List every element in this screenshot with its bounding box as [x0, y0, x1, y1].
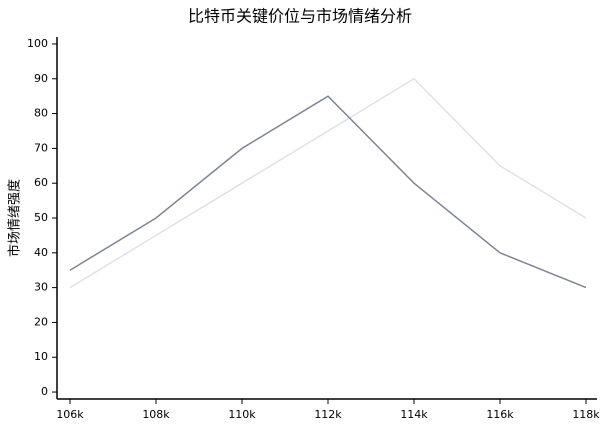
y-tick-label: 30 — [34, 281, 48, 294]
y-axis-label: 市场情绪强度 — [7, 179, 23, 257]
chart-title: 比特币关键价位与市场情绪分析 — [188, 7, 412, 26]
y-tick-label: 50 — [34, 211, 48, 224]
x-tick-label: 108k — [142, 408, 170, 421]
y-tick-label: 80 — [34, 107, 48, 120]
y-tick-label: 60 — [34, 176, 48, 189]
y-tick-label: 70 — [34, 141, 48, 154]
y-tick-label: 40 — [34, 246, 48, 259]
x-tick-label: 114k — [400, 408, 428, 421]
x-tick-label: 116k — [486, 408, 514, 421]
y-tick-label: 100 — [27, 37, 48, 50]
x-tick-label: 106k — [56, 408, 84, 421]
x-tick-label: 118k — [572, 408, 600, 421]
line-series — [69, 95, 587, 289]
y-tick-label: 0 — [41, 385, 48, 398]
x-tick-label: 112k — [314, 408, 342, 421]
line-series — [69, 77, 587, 289]
x-tick-label: 110k — [228, 408, 256, 421]
y-tick-label: 20 — [34, 315, 48, 328]
y-tick-label: 10 — [34, 350, 48, 363]
y-tick-label: 90 — [34, 72, 48, 85]
